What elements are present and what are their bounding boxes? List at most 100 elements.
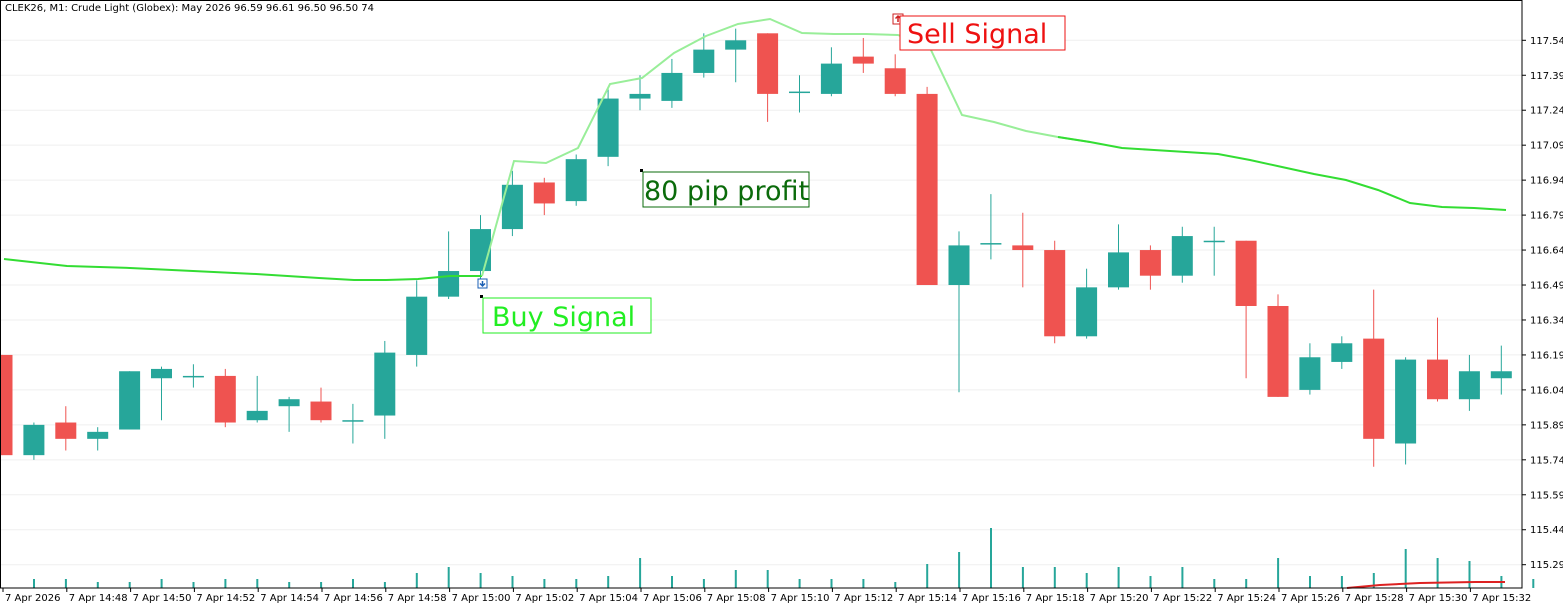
y-tick-label: 116.79 [1530,211,1563,222]
sell-signal-label: Sell Signal [907,19,1047,50]
y-tick-label: 115.29 [1530,560,1563,571]
volume-bar [958,552,960,588]
candle-bear [1140,250,1161,276]
volume-bars [33,528,1534,588]
candle-bull [1076,287,1097,336]
moving-average [4,19,1506,280]
candle-bull [789,92,810,94]
volume-bar [1118,567,1120,588]
y-tick-label: 116.19 [1530,350,1563,361]
candle-bull [23,425,44,455]
x-tick-label: 7 Apr 15:06 [643,593,702,604]
x-tick-label: 7 Apr 15:26 [1281,593,1340,604]
candle-bull [1299,357,1320,390]
candle-bull [630,94,651,99]
grid [1,40,1522,564]
volume-bar [320,582,322,588]
y-tick-label: 115.59 [1530,490,1563,501]
y-tick-label: 116.94 [1530,176,1563,187]
volume-bar [65,579,67,588]
ma-line-segment-highlight [482,19,1090,276]
volume-bar [1277,558,1279,588]
y-tick-label: 117.24 [1530,106,1563,117]
candle-bear [1236,241,1257,306]
candle-bull [151,369,172,378]
header-description: Crude Light (Globex): May 2026 [71,3,231,14]
x-tick-label: 7 Apr 15:24 [1217,593,1276,604]
volume-bar [193,582,195,588]
header-tick-volume: 74 [361,3,374,14]
y-tick-label: 116.04 [1530,385,1563,396]
volume-bar [448,567,450,588]
x-tick-label: 7 Apr 14:50 [133,593,192,604]
volume-bar [575,579,577,588]
x-tick-label: 7 Apr 14:54 [260,593,319,604]
y-tick-label: 115.44 [1530,525,1563,536]
volume-bar [129,582,131,588]
volume-bar [1532,579,1534,588]
x-tick-label: 7 Apr 15:32 [1472,593,1531,604]
y-tick-label: 117.39 [1530,71,1563,82]
buy-signal-label: Buy Signal [492,302,635,333]
candle-bull [406,297,427,355]
volume-bar [352,579,354,588]
candle-bull [87,432,108,439]
volume-bar [1309,576,1311,588]
ma-line-segment [1058,137,1506,210]
candle-bear [534,182,555,203]
volume-bar [384,582,386,588]
volume-bar [256,579,258,588]
candle-bull [1395,360,1416,444]
volume-bar [161,579,163,588]
volume-bar [990,528,992,588]
candle-bull [1459,371,1480,399]
volume-bar [288,582,290,588]
volume-bar [799,579,801,588]
volume-bar [1405,549,1407,588]
candle-bull [598,99,619,157]
volume-bar [1150,576,1152,588]
volume-bar [1181,567,1183,588]
candle-bull [1172,236,1193,276]
volume-bar [671,576,673,588]
volume-bar [767,570,769,588]
x-tick-label: 7 Apr 15:04 [579,593,638,604]
volume-bar [543,579,545,588]
y-tick-label: 116.64 [1530,246,1563,257]
x-tick-label: 7 Apr 14:56 [324,593,383,604]
volume-bar [831,579,833,588]
x-tick-label: 7 Apr 14:48 [69,593,128,604]
candle-bull [279,399,300,406]
volume-bar [1245,579,1247,588]
candle-bear [1044,250,1065,336]
y-tick-label: 117.54 [1530,36,1563,47]
candle-bear [757,33,778,94]
candle-bear [55,423,76,439]
volume-bar [224,579,226,588]
candles [0,29,1512,467]
x-tick-label: 7 Apr 15:00 [452,593,511,604]
volume-bar [480,573,482,588]
x-tick-label: 7 Apr 14:58 [388,593,447,604]
profit-label: 80 pip profit [644,176,809,207]
candle-bear [885,68,906,94]
candle-bull [1491,371,1512,378]
candle-bull [247,411,268,420]
x-tick-label: 7 Apr 15:28 [1345,593,1404,604]
volume-bar [1341,576,1343,588]
y-tick-label: 115.74 [1530,455,1563,466]
x-tick-label: 7 Apr 15:20 [1090,593,1149,604]
x-tick-label: 7 Apr 15:12 [834,593,893,604]
x-tick-label: 7 Apr 15:16 [962,593,1021,604]
candle-bull [342,420,363,422]
candle-bull [1108,252,1129,287]
candle-bull [1331,343,1352,362]
candle-bull [725,40,746,49]
header-symbol: CLEK26, M1: [5,3,68,14]
y-tick-label: 115.89 [1530,420,1563,431]
volume-bar [607,576,609,588]
volume-bar [97,582,99,588]
